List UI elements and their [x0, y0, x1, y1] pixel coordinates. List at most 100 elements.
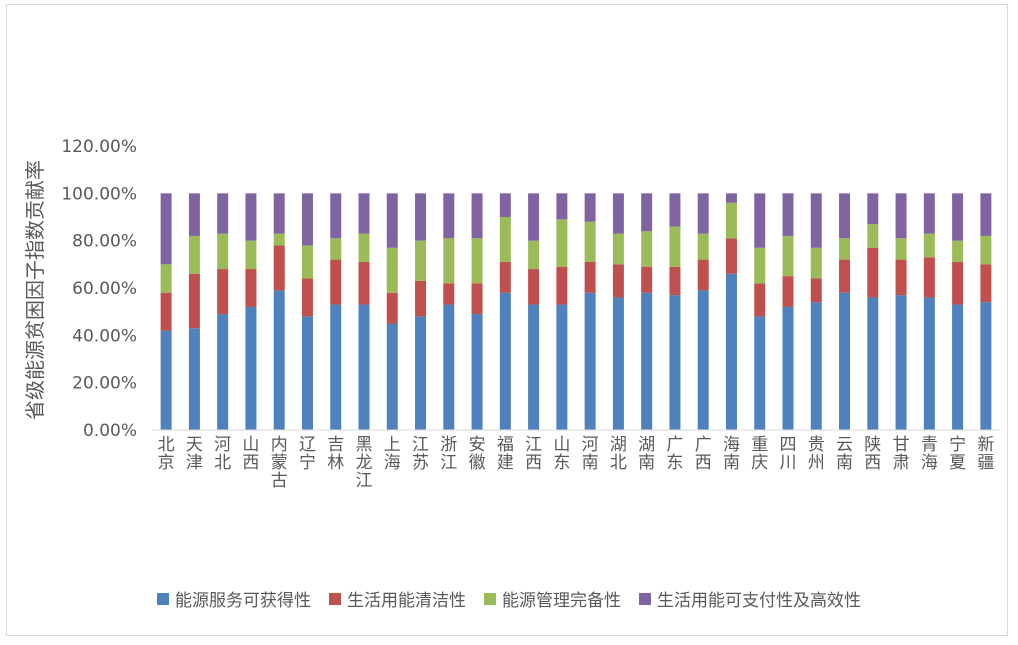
bar-segment	[386, 193, 398, 248]
bar-segment	[330, 238, 342, 260]
bar-segment	[923, 297, 935, 430]
x-tick-label: 吉林	[327, 435, 344, 473]
x-tick-label: 广东	[666, 435, 683, 473]
bar-segment	[952, 304, 964, 430]
bar-segment	[725, 273, 737, 430]
bar-segment	[754, 247, 766, 284]
bar-segment	[612, 233, 624, 265]
bar-segment	[188, 235, 200, 274]
bar-segment	[273, 233, 285, 246]
bar-segment	[415, 280, 427, 317]
y-tick-label: 80.00%	[72, 232, 137, 252]
bar-segment	[301, 245, 313, 279]
x-tick-label: 安徽	[469, 435, 486, 473]
bar-segment	[697, 233, 709, 260]
bar-segment	[980, 235, 992, 265]
bar-segment	[895, 295, 907, 430]
x-tick-label: 山西	[242, 435, 259, 473]
bar-segment	[273, 290, 285, 430]
bar-segment	[556, 219, 568, 267]
bar-segment	[330, 193, 342, 239]
bar-segment	[415, 240, 427, 281]
x-tick-label: 云南	[836, 435, 853, 473]
bar-segment	[584, 292, 596, 430]
x-tick-label: 青海	[921, 435, 938, 473]
bar-segment	[528, 269, 540, 305]
bar-segment	[669, 266, 681, 296]
bar-segment	[217, 233, 229, 270]
bar-segment	[952, 240, 964, 262]
x-tick-label: 黑龙江	[356, 435, 373, 491]
x-tick-label: 河北	[214, 435, 231, 473]
x-axis-categories: 北京天津河北山西内蒙古辽宁吉林黑龙江上海江苏浙江安徽福建江西山东河南湖北湖南广东…	[158, 435, 995, 491]
bar-segment	[810, 193, 822, 248]
bar-segment	[443, 193, 455, 239]
legend-swatch	[329, 592, 341, 605]
bar-segment	[669, 226, 681, 267]
bar-segment	[641, 231, 653, 267]
x-tick-label: 江苏	[412, 435, 429, 473]
legend-label: 能源服务可获得性	[175, 591, 311, 611]
legend-item: 生活用能可支付性及高效性	[639, 586, 861, 611]
x-tick-label: 福建	[497, 435, 514, 473]
bar-segment	[330, 259, 342, 305]
bar-segment	[556, 304, 568, 430]
bar-segment	[471, 283, 483, 315]
bar-segment	[160, 330, 172, 430]
x-tick-label: 河南	[582, 435, 599, 473]
legend-item: 能源管理完备性	[484, 586, 621, 611]
legend-label: 生活用能可支付性及高效性	[657, 591, 861, 611]
bar-segment	[980, 264, 992, 303]
bar-segment	[810, 278, 822, 303]
x-tick-label: 广西	[695, 435, 712, 473]
bars-group	[160, 193, 992, 430]
bar-segment	[499, 217, 511, 262]
bar-segment	[330, 304, 342, 430]
bar-segment	[952, 261, 964, 305]
x-tick-label: 重庆	[751, 435, 768, 473]
bar-segment	[471, 193, 483, 239]
y-tick-label: 40.00%	[72, 326, 137, 346]
bar-segment	[358, 193, 370, 234]
y-axis-ticks: 0.00% 20.00% 40.00% 60.00% 80.00% 100.00% 120.…	[61, 137, 137, 441]
bar-segment	[217, 269, 229, 315]
bar-segment	[556, 266, 568, 305]
legend-label: 生活用能清洁性	[347, 591, 466, 611]
bar-segment	[471, 314, 483, 430]
x-tick-label: 宁夏	[949, 435, 966, 473]
legend-item: 生活用能清洁性	[329, 586, 466, 611]
bar-segment	[499, 292, 511, 430]
bar-segment	[810, 302, 822, 430]
bar-segment	[584, 193, 596, 222]
x-tick-label: 陕西	[864, 435, 881, 473]
bar-segment	[245, 269, 257, 307]
bar-segment	[952, 193, 964, 241]
bar-segment	[160, 193, 172, 265]
x-tick-label: 湖南	[638, 435, 655, 473]
bar-segment	[810, 247, 822, 279]
x-tick-label: 新疆	[977, 435, 994, 473]
bar-segment	[358, 233, 370, 262]
legend-swatch	[639, 592, 651, 605]
bar-segment	[499, 261, 511, 293]
bar-segment	[725, 238, 737, 274]
x-tick-label: 内蒙古	[271, 435, 288, 491]
bar-segment	[160, 292, 172, 331]
legend-item: 能源服务可获得性	[157, 586, 311, 611]
bar-segment	[641, 266, 653, 293]
bar-segment	[839, 193, 851, 239]
bar-segment	[697, 193, 709, 234]
bar-segment	[612, 193, 624, 234]
y-tick-label: 100.00%	[61, 184, 137, 204]
bar-segment	[245, 193, 257, 241]
bar-segment	[725, 202, 737, 239]
bar-segment	[273, 245, 285, 291]
legend-swatch	[157, 592, 169, 605]
bar-segment	[782, 193, 794, 236]
bar-segment	[612, 297, 624, 430]
bar-segment	[443, 283, 455, 305]
x-tick-label: 山东	[553, 435, 570, 473]
bar-segment	[245, 306, 257, 430]
x-tick-label: 四川	[780, 435, 797, 473]
y-axis-title: 省级能源贫困因子指数贡献率	[23, 160, 47, 420]
